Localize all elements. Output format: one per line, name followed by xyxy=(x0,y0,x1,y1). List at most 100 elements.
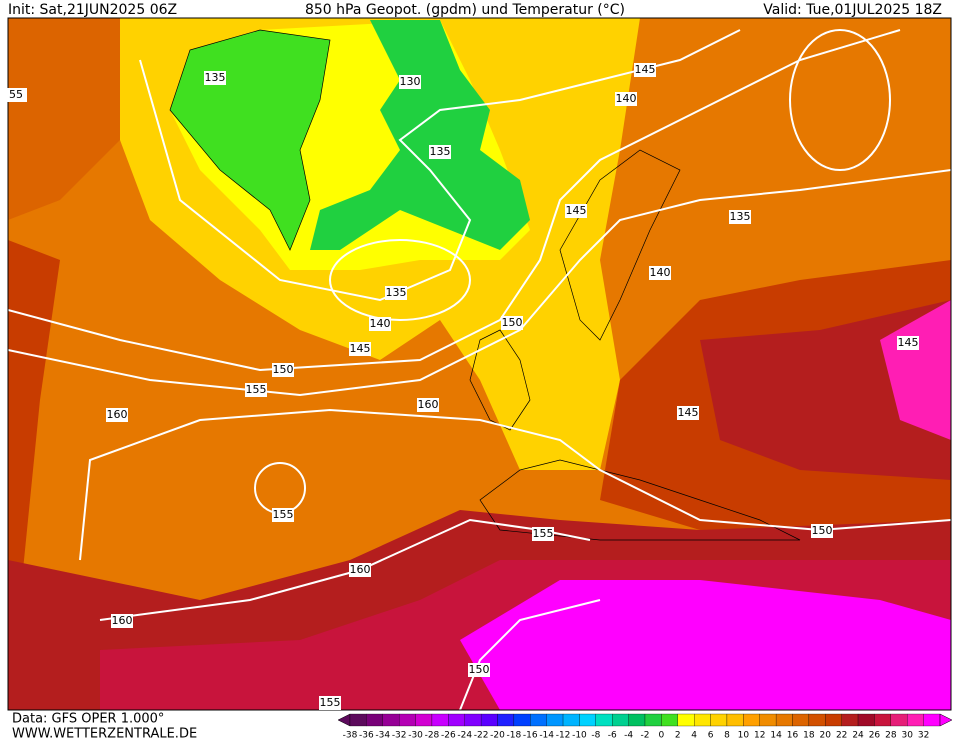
contour-label: 160 xyxy=(418,398,439,411)
colorbar-swatch xyxy=(694,713,711,727)
colorbar-arrow-high xyxy=(939,713,953,727)
colorbar-swatch xyxy=(431,713,449,727)
colorbar-label: -28 xyxy=(425,731,440,741)
colorbar-swatch xyxy=(759,713,777,727)
colorbar-swatch xyxy=(743,713,760,727)
colorbar-label: -26 xyxy=(441,731,456,741)
colorbar-label: 28 xyxy=(885,731,897,741)
colorbar-label: -6 xyxy=(608,731,617,741)
colorbar-swatch xyxy=(775,713,793,727)
colorbar-label: -4 xyxy=(624,731,633,741)
contour-label-bg xyxy=(649,266,671,280)
colorbar-swatch xyxy=(497,713,515,727)
colorbar-swatch xyxy=(661,713,678,727)
temperature-field xyxy=(460,580,951,710)
colorbar-swatch xyxy=(513,713,531,727)
contour-label: 140 xyxy=(650,266,671,279)
colorbar-label: 8 xyxy=(724,731,730,741)
website: WWW.WETTERZENTRALE.DE xyxy=(12,727,197,741)
colorbar-swatch xyxy=(562,713,580,727)
colorbar-swatch xyxy=(677,713,695,727)
temperature-field xyxy=(310,20,530,250)
contour-label: 145 xyxy=(678,406,699,419)
colorbar-label: 30 xyxy=(901,731,913,741)
temperature-field xyxy=(880,300,951,440)
colorbar-swatch xyxy=(595,713,613,727)
colorbar-label: 24 xyxy=(852,731,864,741)
colorbar-label: -32 xyxy=(392,731,407,741)
colorbar-swatch xyxy=(579,713,596,727)
colorbar-label: -16 xyxy=(523,731,538,741)
contour-label: 135 xyxy=(730,210,751,223)
colorbar-swatch xyxy=(546,713,564,727)
colorbar-swatch xyxy=(366,713,383,727)
contour-label: 135 xyxy=(205,71,226,84)
contour-label-bg xyxy=(349,563,371,577)
colorbar-swatch xyxy=(644,713,662,727)
colorbar-label: -22 xyxy=(474,731,489,741)
colorbar-label: 10 xyxy=(738,731,750,741)
valid-time: Valid: Tue,01JUL2025 18Z xyxy=(763,2,942,18)
map-frame xyxy=(7,17,952,711)
colorbar-label: -30 xyxy=(408,731,423,741)
colorbar-swatch xyxy=(399,713,416,727)
data-source: Data: GFS OPER 1.000° xyxy=(12,712,164,727)
contour-label-bg xyxy=(501,316,523,330)
contour-label-bg xyxy=(369,317,391,331)
contour-label: 150 xyxy=(273,363,294,376)
colorbar-swatch xyxy=(349,713,367,727)
colorbar-swatch xyxy=(415,713,433,727)
colorbar-swatch xyxy=(464,713,482,727)
contour-label-bg xyxy=(272,508,294,522)
colorbar-swatch xyxy=(530,713,547,727)
contour-label-bg xyxy=(349,342,371,356)
colorbar-swatch xyxy=(710,713,728,727)
contour-label: 145 xyxy=(898,336,919,349)
contour-label: 145 xyxy=(635,63,656,76)
contour-label: 160 xyxy=(107,408,128,421)
contour-label-bg xyxy=(319,696,341,710)
contour-label-bg xyxy=(245,383,267,397)
colorbar-label: 14 xyxy=(770,731,782,741)
contour-label-bg xyxy=(811,524,833,538)
colorbar-swatch xyxy=(480,713,498,727)
colorbar-label: 2 xyxy=(675,731,681,741)
contour-label-bg xyxy=(565,204,587,218)
colorbar-label: 6 xyxy=(708,731,714,741)
contour-label-bg xyxy=(385,286,407,300)
colorbar-swatch xyxy=(841,713,859,727)
contour-label: 140 xyxy=(370,317,391,330)
colorbar-swatch xyxy=(792,713,810,727)
colorbar-swatch xyxy=(874,713,891,727)
map-title: 850 hPa Geopot. (gpdm) und Temperatur (°… xyxy=(305,2,625,18)
contour-label-bg xyxy=(468,663,490,677)
colorbar-label: -10 xyxy=(572,731,587,741)
colorbar-label: 26 xyxy=(869,731,881,741)
contour-label: 150 xyxy=(502,316,523,329)
geopotential-isohypses xyxy=(8,29,951,710)
colorbar-label: 18 xyxy=(803,731,815,741)
colorbar-label: 0 xyxy=(659,731,665,741)
contour-label-bg xyxy=(615,92,637,106)
contour-label: 150 xyxy=(812,524,833,537)
colorbar-swatch xyxy=(448,713,465,727)
colorbar-label: -20 xyxy=(490,731,505,741)
contour-label: 140 xyxy=(616,92,637,105)
colorbar-label: -14 xyxy=(539,731,554,741)
contour-label-bg xyxy=(204,71,226,85)
colorbar-swatch xyxy=(726,713,744,727)
colorbar-label: -8 xyxy=(591,731,600,741)
init-time: Init: Sat,21JUN2025 06Z xyxy=(8,2,177,18)
contour-label-bg xyxy=(111,614,133,628)
colorbar-swatch xyxy=(890,713,908,727)
contour-label-bg xyxy=(272,363,294,377)
colorbar-swatch xyxy=(382,713,400,727)
colorbar-label: 32 xyxy=(918,731,929,741)
contour-label-bg xyxy=(532,527,554,541)
colorbar-swatch xyxy=(923,713,941,727)
contour-label: 130 xyxy=(400,75,421,88)
contour-label: 55 xyxy=(9,88,23,101)
colorbar-label: -38 xyxy=(343,731,358,741)
